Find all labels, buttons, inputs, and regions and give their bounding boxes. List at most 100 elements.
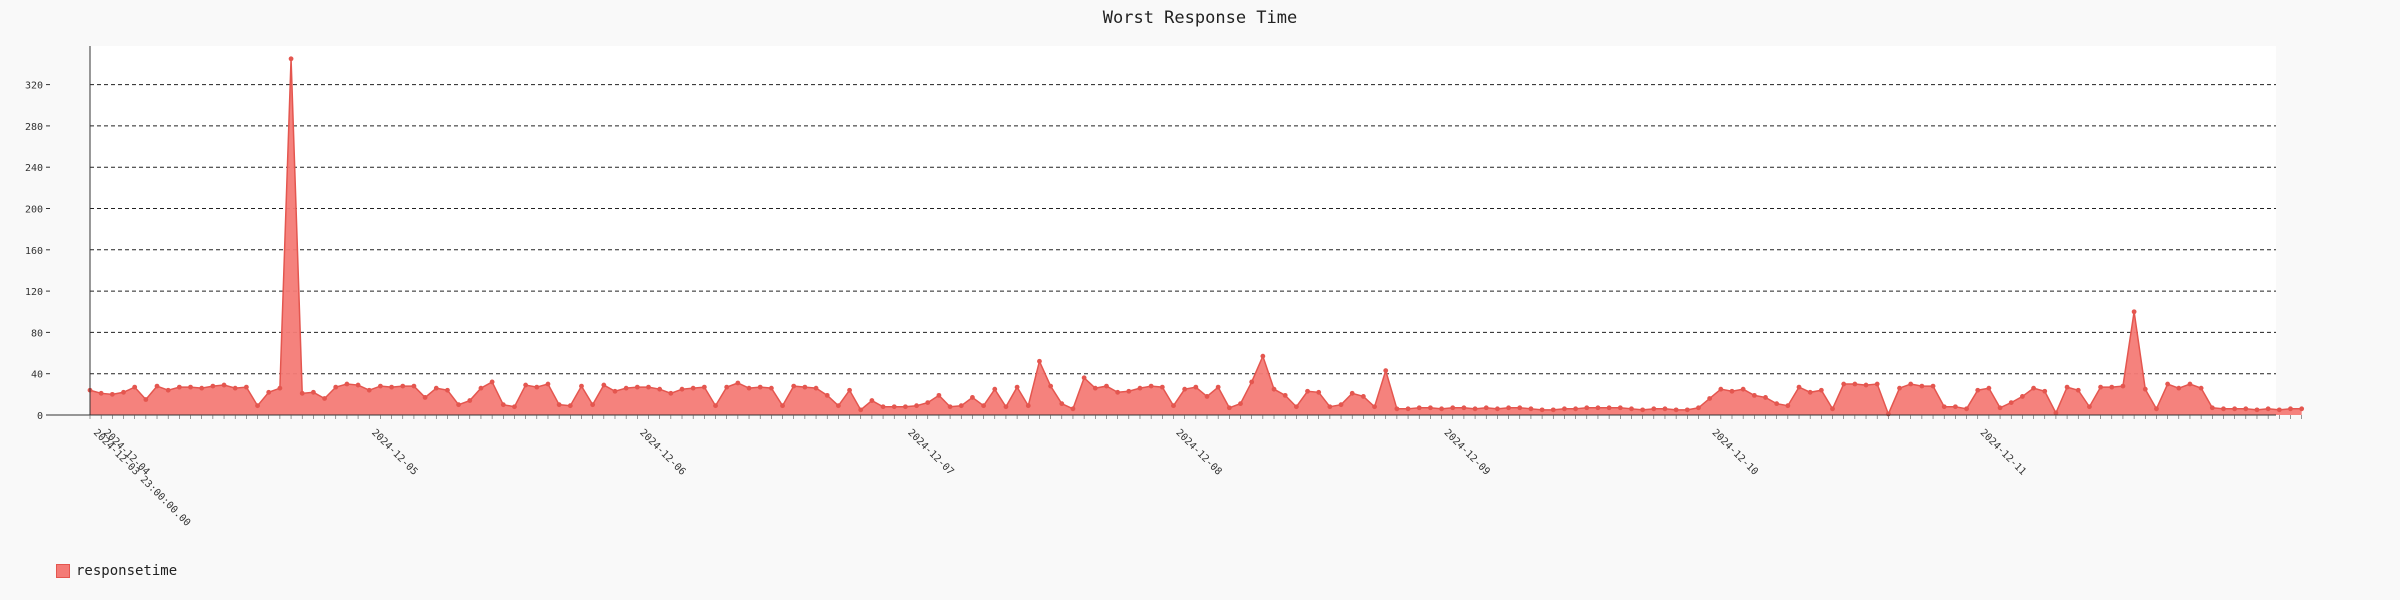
data-point [1349, 390, 1355, 396]
data-point [523, 382, 529, 388]
data-point [467, 398, 473, 403]
data-point [2288, 406, 2293, 412]
data-point [2276, 407, 2282, 413]
data-point [1740, 386, 1746, 392]
data-point [1070, 406, 1076, 412]
data-point [791, 383, 797, 389]
plot-background [90, 46, 2276, 415]
data-point [2020, 394, 2025, 399]
data-point [914, 403, 919, 409]
data-point [936, 392, 942, 398]
data-point [232, 385, 238, 391]
data-point [188, 384, 193, 390]
data-point [724, 384, 730, 390]
data-point [1584, 405, 1590, 411]
data-point [1148, 383, 1154, 389]
data-point [1305, 388, 1310, 394]
data-point [2299, 406, 2305, 412]
x-day-label: 2024-12-08 [1173, 427, 1223, 477]
data-point [981, 403, 986, 409]
data-point [646, 384, 651, 390]
data-point [1450, 405, 1456, 411]
data-point [2165, 381, 2171, 387]
data-point [958, 403, 964, 409]
data-point [1785, 403, 1791, 409]
data-point [735, 380, 741, 386]
data-point [1372, 404, 1377, 410]
data-point [176, 384, 182, 390]
data-point [154, 383, 160, 389]
data-point [590, 402, 596, 408]
data-point [478, 385, 484, 391]
data-point [2131, 309, 2137, 315]
data-point [1081, 375, 1087, 381]
data-point [2087, 404, 2092, 410]
data-point [512, 404, 517, 410]
legend-swatch [56, 564, 70, 578]
data-point [1852, 381, 1858, 387]
data-point [1483, 405, 1489, 411]
data-point [847, 387, 852, 393]
data-point [757, 384, 763, 390]
data-point [132, 384, 138, 390]
data-point [2008, 400, 2014, 406]
data-point [1617, 405, 1623, 411]
data-point [288, 56, 294, 62]
data-point [1182, 386, 1188, 392]
chart-title: Worst Response Time [1102, 8, 1298, 28]
data-point [1718, 386, 1724, 392]
data-point [344, 381, 350, 387]
data-point [2187, 381, 2193, 387]
data-point [1025, 403, 1031, 409]
data-point [1137, 385, 1143, 391]
data-point [2154, 406, 2159, 412]
data-point [657, 386, 663, 392]
data-point [500, 402, 506, 408]
data-point [824, 392, 830, 398]
data-point [1651, 406, 1657, 412]
data-point [1550, 407, 1556, 413]
data-point [400, 383, 406, 389]
data-point [634, 384, 640, 390]
y-tick-label: 120 [25, 287, 43, 298]
data-point [1115, 389, 1121, 395]
data-point [869, 398, 875, 403]
data-point [768, 385, 774, 391]
data-point [713, 403, 718, 409]
axis-layer [46, 46, 2302, 419]
x-day-label: 2024-12-09 [1441, 427, 1491, 477]
data-point [1539, 407, 1545, 413]
data-point [1215, 384, 1221, 390]
data-point [1796, 384, 1802, 390]
data-point [1092, 385, 1098, 391]
data-point [1394, 406, 1400, 412]
data-point [322, 396, 327, 401]
data-point [1428, 405, 1433, 411]
data-point [1830, 406, 1835, 412]
data-point [690, 385, 696, 391]
data-point [1774, 401, 1780, 407]
data-point [970, 395, 975, 400]
data-point [1573, 406, 1579, 412]
data-point [1126, 388, 1132, 394]
data-point [1282, 392, 1288, 398]
data-point [1048, 383, 1054, 389]
data-point [668, 390, 674, 396]
y-tick-label: 200 [25, 205, 43, 216]
data-point [858, 407, 864, 413]
data-point [277, 385, 283, 391]
data-point [243, 384, 249, 390]
data-point [1249, 379, 1255, 385]
data-point [2031, 385, 2036, 391]
data-point [1037, 358, 1042, 364]
grid-layer [90, 84, 2276, 375]
data-point [311, 389, 316, 395]
x-day-label: 2024-12-06 [637, 427, 687, 477]
data-point [802, 384, 808, 390]
x-start-label: 2024-12-03 23:00:00.00 [91, 427, 192, 528]
data-point [1193, 384, 1199, 390]
legend[interactable]: responsetime [56, 563, 177, 579]
data-point [903, 404, 908, 410]
data-point [1662, 406, 1668, 412]
legend-label: responsetime [76, 563, 178, 579]
